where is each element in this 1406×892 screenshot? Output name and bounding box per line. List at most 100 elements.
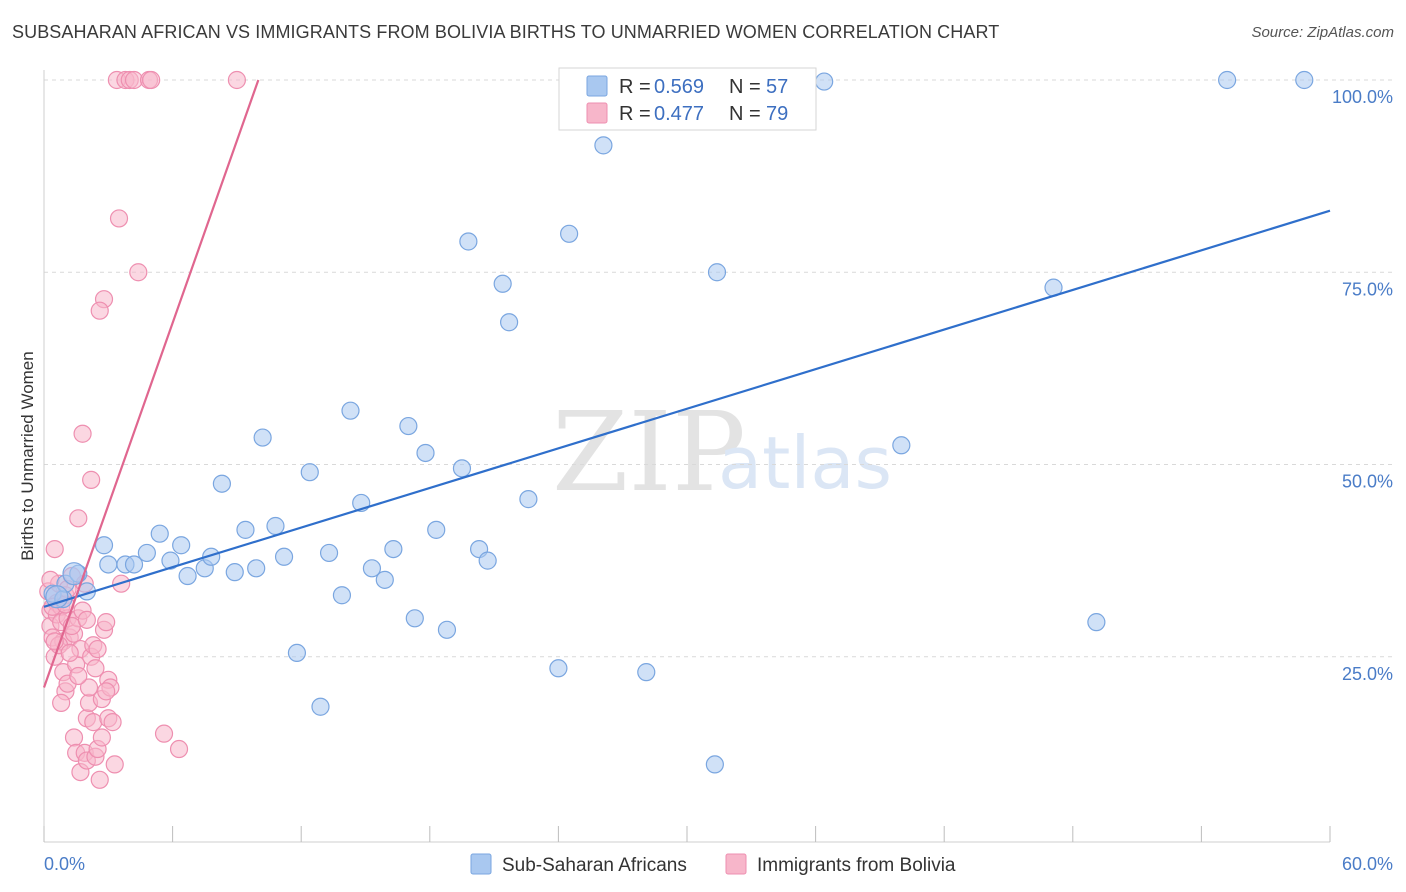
bolivia-point <box>103 713 122 732</box>
bolivia-point <box>90 301 109 320</box>
bolivia-point <box>86 659 105 678</box>
bolivia-point <box>142 70 161 90</box>
y-axis-title: Births to Unmarried Women <box>18 351 37 560</box>
watermark-atlas: atlas <box>718 421 892 505</box>
subsaharan-point <box>500 313 519 332</box>
series-bolivia-points <box>39 70 246 789</box>
gridlines <box>44 79 1393 658</box>
subsaharan-point <box>332 586 352 605</box>
y-tick-label: 100.0% <box>1332 87 1393 107</box>
trendlines <box>42 79 1331 688</box>
subsaharan-point <box>637 663 656 682</box>
subsaharan-point <box>124 555 144 574</box>
bottom-legend-label-2: Immigrants from Bolivia <box>757 855 956 876</box>
legend-r-value-1: 0.569 <box>654 76 704 98</box>
subsaharan-point <box>225 563 244 582</box>
subsaharan-point <box>137 543 156 563</box>
chart-title: SUBSAHARAN AFRICAN VS IMMIGRANTS FROM BO… <box>12 22 1000 42</box>
bolivia-point <box>69 666 88 686</box>
bolivia-point <box>97 613 116 632</box>
bolivia-point <box>69 509 88 528</box>
subsaharan-point <box>362 559 382 578</box>
subsaharan-point <box>560 224 579 243</box>
bolivia-point <box>92 728 111 747</box>
series-subsaharan-points <box>43 70 1314 774</box>
bolivia-point <box>129 263 148 282</box>
bolivia-point <box>227 70 246 90</box>
subsaharan-point <box>1218 70 1237 90</box>
subsaharan-point <box>549 659 568 678</box>
subsaharan-point <box>399 416 418 436</box>
subsaharan-point <box>705 755 724 774</box>
bolivia-point <box>88 639 107 659</box>
subsaharan-point <box>150 524 169 543</box>
bottom-legend-swatch-blue <box>470 853 492 875</box>
source-label: Source: ZipAtlas.com <box>1251 24 1394 41</box>
subsaharan-point <box>287 643 307 663</box>
subsaharan-point <box>375 570 394 589</box>
stats-legend: R = 0.569 N = 57 R = 0.477 N = 79 <box>558 67 817 131</box>
bottom-legend-label-1: Sub-Saharan Africans <box>502 855 687 876</box>
legend-n-label-1: N = <box>729 76 761 98</box>
trendline-subsaharan <box>43 209 1331 608</box>
x-tick-label-min: 0.0% <box>44 854 85 874</box>
subsaharan-point <box>341 401 360 420</box>
legend-r-label-2: R = <box>619 103 651 125</box>
bolivia-point <box>154 724 174 743</box>
subsaharan-point <box>94 536 114 555</box>
bolivia-point <box>105 755 124 774</box>
watermark-zip: ZIP <box>552 388 746 516</box>
x-axis-ticks <box>43 826 1331 842</box>
legend-n-value-1: 57 <box>766 76 788 98</box>
legend-n-label-2: N = <box>729 103 761 125</box>
subsaharan-point <box>300 463 319 482</box>
subsaharan-point <box>459 232 478 251</box>
subsaharan-point <box>319 543 339 563</box>
subsaharan-point <box>1087 613 1106 632</box>
bolivia-point <box>84 713 103 732</box>
subsaharan-point <box>161 551 180 570</box>
trendline-bolivia <box>42 79 260 688</box>
subsaharan-point <box>707 263 727 282</box>
subsaharan-point <box>493 274 512 293</box>
subsaharan-point <box>99 555 118 574</box>
subsaharan-point <box>236 520 255 539</box>
subsaharan-point <box>892 436 911 455</box>
bolivia-point <box>73 424 92 443</box>
bolivia-point <box>82 470 101 489</box>
y-tick-label: 75.0% <box>1342 279 1393 299</box>
subsaharan-point <box>45 585 69 609</box>
bolivia-point <box>97 682 116 701</box>
subsaharan-point <box>427 520 446 539</box>
subsaharan-point <box>437 620 457 639</box>
bolivia-point <box>169 739 189 759</box>
bolivia-point <box>77 610 96 629</box>
subsaharan-point <box>266 516 285 536</box>
subsaharan-point <box>452 459 472 478</box>
y-tick-label: 25.0% <box>1342 664 1393 684</box>
subsaharan-point <box>594 136 613 155</box>
bolivia-point <box>79 678 99 697</box>
legend-swatch-blue <box>586 75 608 97</box>
subsaharan-point <box>384 539 403 559</box>
subsaharan-point <box>212 474 231 493</box>
series-legend: Sub-Saharan Africans Immigrants from Bol… <box>470 853 956 876</box>
y-tick-label: 50.0% <box>1342 472 1393 492</box>
subsaharan-point <box>178 566 197 586</box>
bolivia-point <box>109 209 129 228</box>
y-axis-tick-labels: 25.0% 50.0% 75.0% 100.0% <box>1332 87 1393 684</box>
bolivia-point <box>60 643 79 663</box>
legend-r-value-2: 0.477 <box>654 103 704 125</box>
subsaharan-point <box>815 72 834 91</box>
bolivia-point <box>45 539 64 559</box>
subsaharan-point <box>1295 70 1314 90</box>
subsaharan-point <box>416 443 435 463</box>
subsaharan-point <box>405 609 424 628</box>
subsaharan-point <box>247 559 266 578</box>
subsaharan-point <box>253 428 272 447</box>
legend-r-label-1: R = <box>619 76 651 98</box>
legend-n-value-2: 79 <box>766 103 788 125</box>
bolivia-point <box>52 693 71 712</box>
subsaharan-point <box>478 551 497 570</box>
